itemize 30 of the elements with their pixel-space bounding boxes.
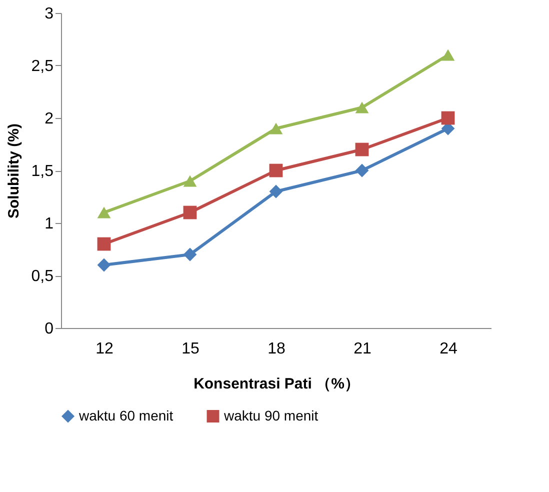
x-tick-label: 12 — [96, 340, 114, 358]
y-tick-label: 1,5 — [31, 163, 54, 180]
point — [355, 102, 369, 114]
point — [269, 122, 283, 134]
point — [355, 142, 369, 156]
x-tick-label: 18 — [268, 340, 286, 358]
y-tick-label: 2 — [44, 110, 54, 128]
y-tick-label: 2,5 — [31, 58, 54, 75]
point — [269, 164, 283, 178]
x-tick-label: 21 — [354, 340, 372, 358]
point — [97, 206, 111, 218]
point — [441, 111, 455, 125]
point — [441, 49, 455, 61]
y-tick-label: 0,5 — [31, 268, 54, 285]
point — [97, 237, 111, 251]
legend-label: waktu 60 menit — [78, 407, 174, 424]
y-tick-label: 0 — [44, 320, 54, 338]
y-tick-label: 3 — [44, 6, 54, 22]
point — [97, 258, 111, 272]
point — [183, 175, 197, 187]
point — [183, 206, 197, 220]
y-tick-label: 1 — [44, 216, 54, 232]
x-tick-label: 15 — [182, 340, 200, 358]
point — [269, 184, 283, 198]
point — [183, 248, 197, 262]
legend-label: waktu 90 menit — [223, 407, 318, 424]
x-tick-label: 24 — [440, 340, 458, 358]
y-axis-title: Solubility (%) — [5, 124, 22, 218]
x-axis-title: Konsentrasi Pati （%） — [194, 376, 360, 392]
point — [355, 164, 369, 178]
